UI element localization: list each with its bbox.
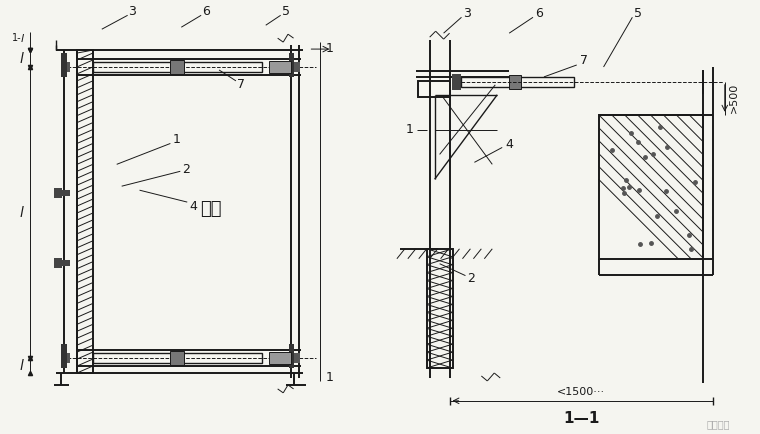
Bar: [60, 190, 70, 196]
Text: $l$: $l$: [20, 205, 25, 220]
Text: 1-: 1-: [11, 33, 21, 43]
Bar: [182, 353, 261, 363]
Bar: [182, 62, 261, 72]
Bar: [289, 53, 293, 77]
Bar: [170, 351, 184, 365]
Text: 4: 4: [189, 200, 197, 213]
Bar: [461, 77, 511, 87]
Bar: [451, 74, 461, 90]
Bar: [418, 81, 450, 97]
Text: 4: 4: [505, 138, 513, 151]
Bar: [63, 353, 70, 363]
Text: 3: 3: [128, 5, 135, 18]
Text: 3: 3: [464, 7, 471, 20]
Bar: [599, 115, 703, 259]
Bar: [292, 62, 299, 72]
Text: $l$: $l$: [20, 51, 25, 66]
Text: 1: 1: [406, 123, 413, 136]
Bar: [93, 62, 173, 72]
Text: >500: >500: [729, 83, 739, 113]
Text: 1—1: 1—1: [563, 411, 600, 426]
Text: 7: 7: [237, 79, 245, 91]
Bar: [509, 75, 521, 89]
Text: 6: 6: [202, 5, 210, 18]
Text: $l$: $l$: [20, 358, 25, 373]
Text: 豆丁施工: 豆丁施工: [706, 420, 730, 430]
Bar: [63, 62, 70, 72]
Text: 1: 1: [325, 372, 333, 385]
Text: 2: 2: [182, 163, 190, 176]
Bar: [61, 344, 67, 368]
Bar: [289, 344, 293, 368]
Text: 1: 1: [325, 42, 333, 55]
Bar: [54, 258, 62, 268]
Text: $l$: $l$: [20, 32, 25, 44]
Text: 2: 2: [467, 272, 475, 285]
Text: 5: 5: [635, 7, 642, 20]
Bar: [77, 50, 93, 373]
Text: 结构: 结构: [201, 200, 222, 218]
Bar: [269, 61, 290, 73]
Text: <1500···: <1500···: [557, 387, 605, 397]
Text: 1: 1: [173, 133, 180, 146]
Bar: [93, 353, 173, 363]
Text: 6: 6: [535, 7, 543, 20]
Bar: [269, 352, 290, 364]
Text: 7: 7: [580, 53, 587, 66]
Bar: [170, 60, 184, 74]
Bar: [519, 77, 574, 87]
Bar: [61, 53, 67, 77]
Bar: [54, 188, 62, 198]
Bar: [292, 353, 299, 363]
Bar: [426, 249, 452, 368]
Text: 5: 5: [282, 5, 290, 18]
Bar: [60, 260, 70, 266]
